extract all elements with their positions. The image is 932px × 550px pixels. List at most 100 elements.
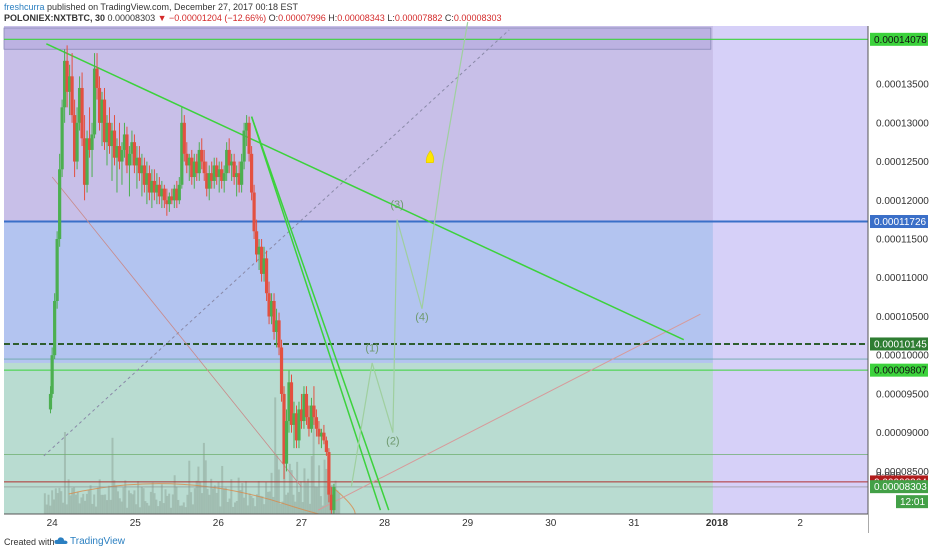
candle-body (77, 87, 82, 123)
wave-label: (1) (365, 342, 378, 354)
candle-body (232, 161, 236, 178)
volume-bar (226, 501, 229, 514)
volume-bar (179, 505, 182, 514)
candle-body (170, 196, 174, 201)
volume-bar (73, 487, 76, 514)
volume-bar (173, 475, 176, 514)
lower-zone (4, 362, 713, 514)
countdown-label: 12:01 (900, 497, 925, 508)
volume-bar (118, 498, 121, 514)
volume-bar (292, 494, 295, 514)
price-chart[interactable]: (1) (2) (3) (4) 0.00013500 0.00013000 0.000125… (0, 0, 932, 533)
volume-bar (274, 397, 277, 514)
volume-bar (301, 502, 304, 514)
candle-body (53, 300, 57, 356)
volume-bar (62, 502, 65, 514)
volume-bar (281, 501, 284, 514)
volume-bar (148, 505, 151, 514)
volume-bar (319, 496, 322, 514)
wave-label: (3) (390, 199, 403, 211)
volume-bar (316, 486, 319, 514)
candle-body (304, 393, 309, 418)
candle-body (112, 130, 117, 158)
x-tick-label: 30 (545, 518, 557, 529)
candle-body (264, 258, 269, 294)
volume-bar (235, 501, 238, 514)
x-tick-label: 29 (462, 518, 474, 529)
x-tick-label: 25 (130, 518, 142, 529)
volume-bar (180, 505, 183, 514)
candle-body (155, 184, 159, 193)
candle-body (185, 153, 189, 166)
volume-bar (334, 480, 337, 514)
candle-body (284, 421, 289, 464)
candle-body (262, 258, 266, 274)
volume-bar (104, 494, 107, 514)
candle-body (100, 99, 104, 123)
volume-bar (263, 504, 266, 514)
tradingview-cloud-icon (54, 537, 68, 544)
candle-body (309, 405, 314, 429)
candle-body (277, 320, 281, 348)
volume-bar (321, 505, 324, 514)
volume-bar (47, 494, 50, 514)
candle-body (95, 68, 99, 88)
middle-zone (4, 221, 713, 363)
volume-bar (314, 486, 317, 514)
volume-bar (98, 479, 101, 514)
price-tag (870, 215, 928, 229)
candle-body (172, 188, 176, 201)
volume-bar (63, 431, 66, 514)
candle-body (127, 153, 132, 166)
volume-bar (69, 495, 72, 514)
candle-body (75, 122, 79, 162)
candle-body (307, 417, 311, 429)
volume-bar (84, 500, 87, 514)
price-tag (870, 480, 928, 494)
candle-body (207, 173, 211, 189)
x-tick-label: 2 (797, 518, 803, 529)
volume-bar (248, 493, 251, 514)
volume-bar (51, 490, 54, 514)
candle-body (137, 157, 142, 174)
candle-body (302, 393, 306, 422)
candle-body (222, 173, 226, 181)
x-tick-label: 2018 (706, 518, 729, 529)
x-tick-label: 31 (628, 518, 640, 529)
price-tag-label: 0.00011726 (874, 217, 927, 228)
volume-bar (288, 463, 291, 514)
candle-body (48, 393, 53, 410)
candle-body (160, 188, 164, 197)
y-tick-label: 0.00013000 (876, 118, 929, 129)
volume-bar (89, 485, 92, 514)
volume-bar (277, 469, 280, 514)
candle-body (130, 142, 134, 154)
volume-bar (115, 485, 118, 514)
candle-body (314, 417, 319, 429)
volume-bar (233, 502, 236, 514)
volume-bar (52, 499, 55, 514)
candle-body (299, 409, 304, 422)
volume-bar (307, 478, 310, 514)
candle-body (272, 300, 276, 332)
volume-bar (109, 499, 112, 514)
x-tick-label: 28 (379, 518, 391, 529)
volume-bar (100, 494, 103, 514)
candle-body (167, 196, 171, 205)
tradingview-logo-text[interactable]: TradingView (70, 536, 126, 547)
candle-body (110, 130, 114, 147)
author-link[interactable]: freshcurra (4, 2, 45, 12)
candle-body (245, 122, 249, 131)
volume-bar (91, 503, 94, 514)
candle-body (132, 142, 137, 166)
candle-body (190, 157, 194, 178)
volume-bar (111, 437, 114, 514)
red-up-trend-line (317, 313, 701, 511)
chart-area[interactable]: (1) (2) (3) (4) 0.00013500 0.00013000 0.000125… (0, 0, 932, 538)
candle-body (162, 188, 166, 201)
candle-body (142, 165, 147, 185)
ohlc-open-key: O: (268, 13, 279, 23)
candle-body (102, 99, 107, 143)
candle-body (140, 165, 144, 174)
candle-body (63, 60, 67, 108)
